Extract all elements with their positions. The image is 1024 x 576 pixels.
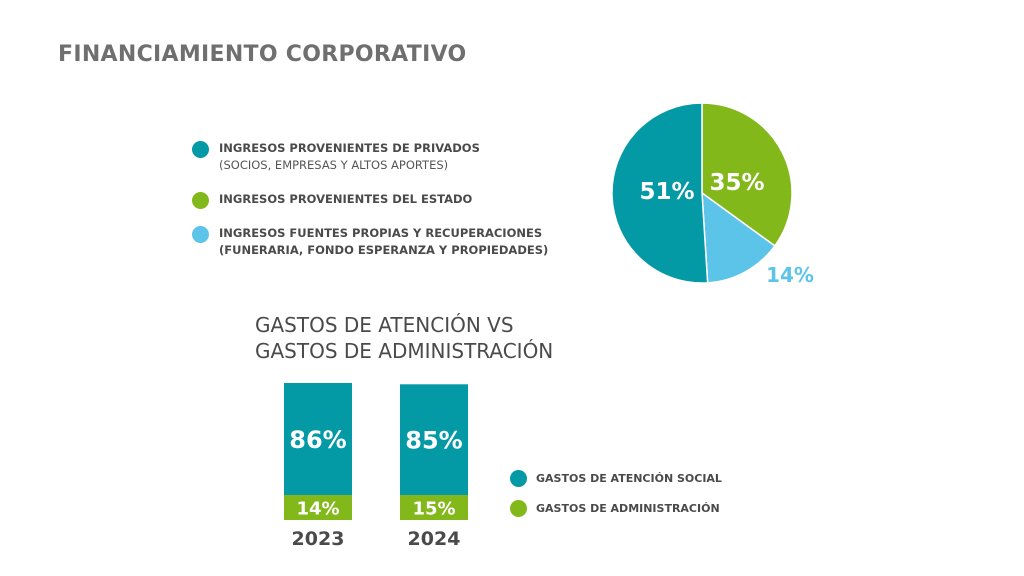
legend-dot-teal [192,141,209,158]
legend-dot-green [192,192,209,209]
legend-dot-light-blue [192,226,209,243]
income-legend: INGRESOS PROVENIENTES DE PRIVADOS (SOCIO… [192,140,592,276]
expenses-title: GASTOS DE ATENCIÓN VS GASTOS DE ADMINIST… [255,312,553,364]
legend-item-private: INGRESOS PROVENIENTES DE PRIVADOS (SOCIO… [192,140,592,174]
bar-2023-social [284,383,352,495]
expenses-title-line1: GASTOS DE ATENCIÓN VS [255,313,514,337]
legend-sublabel: (FUNERARIA, FONDO ESPERANZA Y PROPIEDADE… [219,243,549,257]
bar-2024-social [400,384,468,495]
pie-label-own-sources: 14% [766,263,814,287]
pie-label-state: 35% [709,170,764,196]
pie-svg: 35% 14% 51% [611,102,814,287]
pie-label-private: 51% [639,179,694,205]
legend-dot-teal [510,470,527,487]
income-pie-chart: 35% 14% 51% [600,92,830,292]
bar-category-label: 2024 [408,528,461,550]
expenses-bar-chart: 14% 86% 2023 15% 85% 2024 [270,375,500,555]
bar-label-2023-admin: 14% [296,499,339,520]
legend-item-admin: GASTOS DE ADMINISTRACIÓN [510,500,722,517]
pie-slice-private [611,102,709,284]
bar-2024-admin [400,495,468,520]
legend-sublabel: (SOCIOS, EMPRESAS Y ALTOS APORTES) [219,158,449,172]
expense-legend: GASTOS DE ATENCIÓN SOCIAL GASTOS DE ADMI… [510,470,722,530]
page-title: FINANCIAMIENTO CORPORATIVO [58,42,467,67]
expenses-title-line2: GASTOS DE ADMINISTRACIÓN [255,339,554,363]
legend-label: GASTOS DE ATENCIÓN SOCIAL [536,472,722,485]
bars-svg: 14% 86% 2023 15% 85% 2024 [284,383,468,550]
bar-label-2024-admin: 15% [412,499,455,520]
legend-item-own-sources: INGRESOS FUENTES PROPIAS Y RECUPERACIONE… [192,225,592,259]
legend-label: GASTOS DE ADMINISTRACIÓN [536,502,720,515]
pie-slice-state [701,102,793,247]
pie-slice-own-sources [701,191,776,284]
bar-2023-admin [284,495,352,520]
legend-label: INGRESOS FUENTES PROPIAS Y RECUPERACIONE… [219,226,543,240]
legend-label: INGRESOS PROVENIENTES DE PRIVADOS [219,141,480,155]
legend-dot-green [510,500,527,517]
bar-label-2024-social: 85% [405,427,462,455]
legend-label: INGRESOS PROVENIENTES DEL ESTADO [219,192,473,206]
bar-category-label: 2023 [292,528,345,550]
bar-label-2023-social: 86% [289,426,346,454]
legend-item-social: GASTOS DE ATENCIÓN SOCIAL [510,470,722,487]
legend-item-state: INGRESOS PROVENIENTES DEL ESTADO [192,191,592,209]
